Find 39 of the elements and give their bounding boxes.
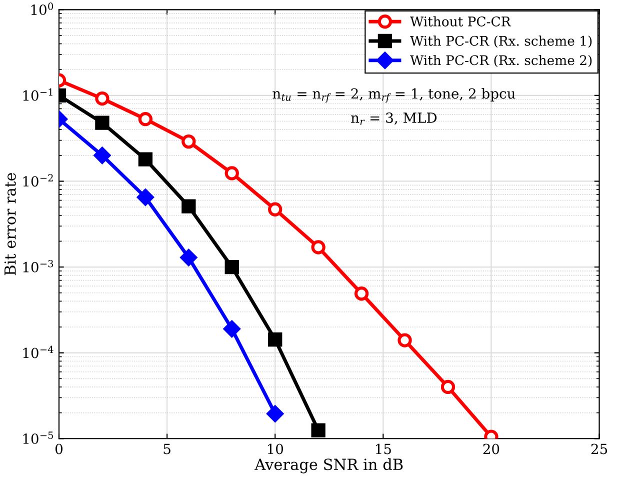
y-tick-label: 10$^{0}$ (31, 2, 54, 16)
point (138, 112, 153, 126)
x-tick-label: 10 (268, 444, 284, 454)
point (224, 260, 239, 274)
point (311, 423, 326, 438)
y-tick-label: 10$^{−3}$ (23, 260, 54, 272)
point (223, 320, 240, 338)
point (182, 199, 196, 214)
y-tick-label: 10$^{−2}$ (23, 174, 53, 187)
annotation: n$_{r}$ = 3, MLD (351, 112, 437, 125)
y-tick-label: 10$^{−1}$ (23, 88, 52, 101)
y-axis-title: Bit error rate (4, 173, 16, 276)
x-axis-title: Average SNR in dB (254, 458, 403, 474)
point (268, 332, 282, 347)
point (440, 380, 456, 394)
point (398, 333, 412, 348)
point (224, 166, 239, 180)
point (268, 202, 282, 216)
legend-label: Without PC-CR (410, 16, 512, 26)
x-tick-label: 25 (591, 444, 608, 454)
legend-label: With PC-CR (Rx. scheme 2) (410, 54, 592, 68)
legend-label: With PC-CR (Rx. scheme 1) (410, 36, 592, 48)
y-tick-label: 10$^{−4}$ (23, 346, 54, 358)
point (182, 134, 196, 149)
y-tick-label: 10$^{−5}$ (23, 432, 54, 444)
point (180, 249, 198, 266)
point (266, 405, 284, 422)
x-tick-label: 15 (376, 444, 391, 454)
point (311, 240, 326, 254)
point (95, 91, 110, 106)
x-tick-label: 0 (55, 444, 62, 454)
point (138, 152, 153, 166)
point (354, 286, 369, 301)
x-tick-label: 5 (164, 444, 170, 454)
x-tick-label: 20 (483, 444, 500, 454)
annotation: n$_{tu}$ = n$_{rf}$ = 2, m$_{rf}$ = 1, tone, 2 bpcu (272, 88, 516, 103)
point (94, 147, 111, 164)
point (95, 116, 110, 130)
point (137, 188, 154, 206)
